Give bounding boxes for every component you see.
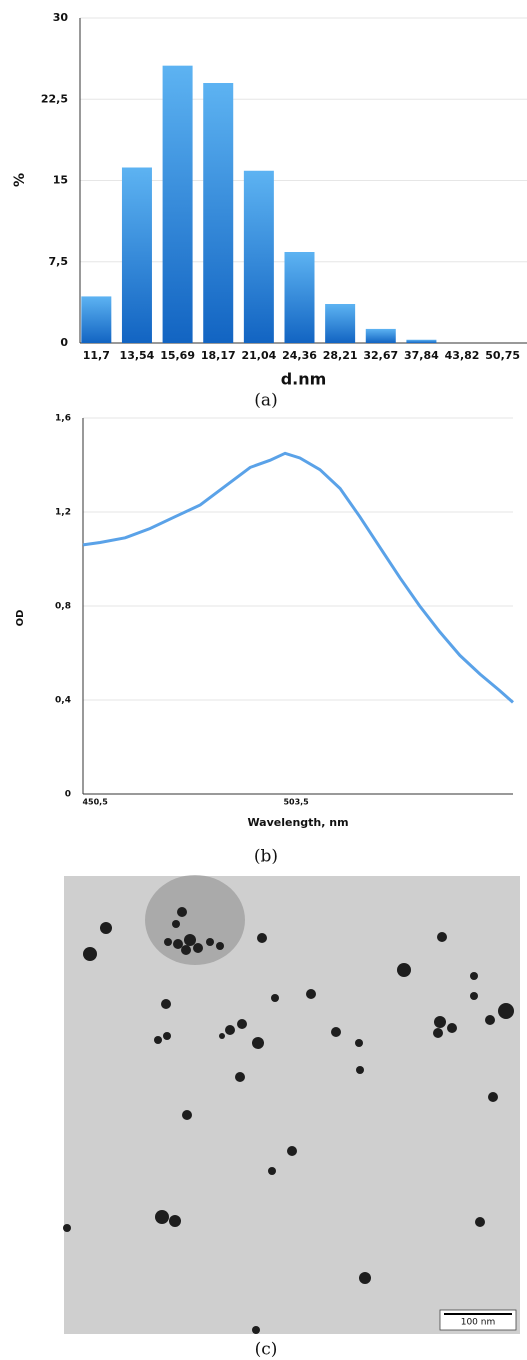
x-tick-label: 15,69 [160,349,195,362]
caption: (b) [254,847,278,867]
x-tick-label: 11,7 [83,349,110,362]
data-line [82,451,514,704]
x-tick-label: 21,04 [241,349,276,362]
bar [365,328,396,343]
y-tick-label: 22,5 [41,92,68,105]
scale-bar-label: 100 nm [461,1318,496,1328]
bar [406,339,437,343]
x-tick-label: 37,84 [404,349,439,362]
bar [121,167,152,343]
y-tick-label: 7,5 [49,255,69,268]
y-axis-label: OD [15,610,26,627]
x-tick-label: 50,75 [485,349,520,362]
y-tick-label: 1,2 [55,508,71,518]
x-tick-label: 43,82 [445,349,480,362]
bar [162,65,193,344]
x-tick-label: 28,21 [323,349,358,362]
y-tick-label: 15 [53,174,68,187]
y-tick-label: 0,4 [55,696,71,706]
x-tick-label: 32,67 [363,349,398,362]
bar [81,296,112,343]
caption: (a) [254,391,277,411]
bar [243,170,274,343]
y-axis-label: % [12,173,28,187]
x-axis-label: Wavelength, nm [247,816,348,829]
y-tick-label: 0,8 [55,602,71,612]
bar [284,252,315,343]
bar [203,83,234,343]
x-tick-label: 450,5 [82,798,108,807]
y-tick-label: 0 [60,336,68,349]
y-tick-label: 30 [53,11,69,24]
y-tick-label: 0 [65,790,71,800]
x-tick-label: 13,54 [120,349,155,362]
y-tick-label: 1,6 [55,414,71,424]
x-tick-label: 503,5 [283,798,309,807]
tem-image: 100 nm [63,875,520,1334]
x-tick-label: 24,36 [282,349,317,362]
x-tick-label: 18,17 [201,349,236,362]
caption: (c) [255,1340,278,1360]
x-axis-label: d.nm [281,370,327,389]
bar [325,304,356,343]
